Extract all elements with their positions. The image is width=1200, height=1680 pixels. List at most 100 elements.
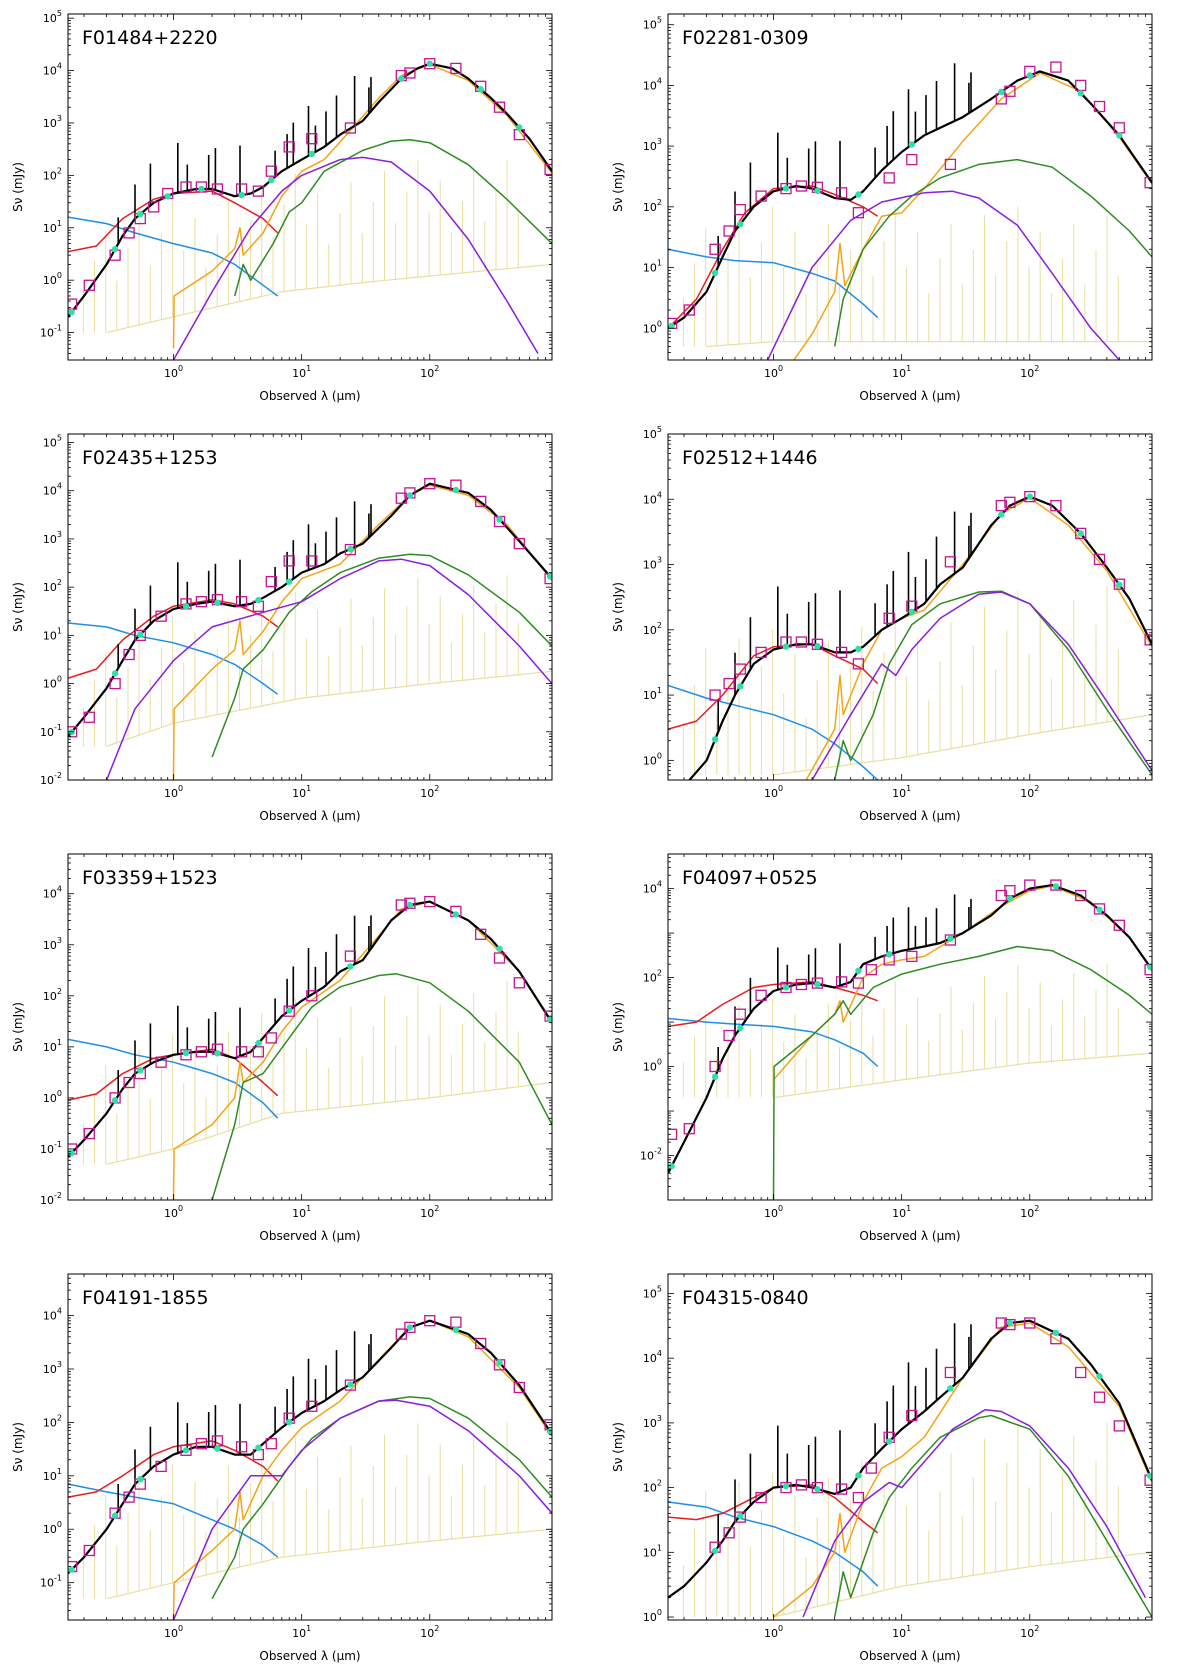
y-tick-label: 104 [643,1349,662,1365]
photometry-point [944,158,957,171]
x-tick-label: 102 [1020,1204,1039,1220]
series-line-starburst [211,1396,552,1600]
series-line-baseline [773,1551,1152,1618]
model-photometry-point [737,220,744,228]
series-line-baseline [773,714,1152,776]
photometry-point [683,1123,695,1135]
plot-area [668,490,1152,780]
panel-title: F04315-0840 [682,1287,809,1309]
model-photometry-point [198,185,205,193]
photometry-point [1050,879,1062,891]
photometry-point [1113,1420,1125,1432]
y-tick-label: 102 [643,1479,662,1495]
model-photometry-point [1096,906,1103,913]
photometry-point [852,977,865,989]
model-photometry-point [214,1445,221,1452]
sed-plot: 100 101 102 100 101 102 103 104 105 Observed λ (μ… [611,425,1153,823]
series-line-total [68,482,552,738]
sed-plot: 100 101 102 10-2 10-1 100 101 102 103 104 Observed… [11,853,553,1243]
photometry-point [513,977,525,989]
plot-frame [67,13,553,361]
photometry-point [1093,100,1106,113]
photometry-point [906,153,918,166]
y-tick-label: 104 [43,482,62,498]
series-line-total [68,900,552,1158]
model-photometry-point [1026,72,1033,79]
photometry-point [852,1491,865,1504]
photometry-point [450,62,462,75]
y-tick-label: 104 [43,1307,62,1323]
photometry-point [283,555,295,567]
y-tick-label: 102 [643,198,662,214]
y-tick-label: 102 [43,1413,62,1429]
x-tick-label: 100 [764,784,783,800]
x-tick-label: 101 [892,1204,911,1220]
photometry-point [883,172,895,184]
photometry-point [83,1127,95,1140]
photometry-point [1024,879,1036,891]
model-photometry-point [1006,895,1014,902]
model-photometry-point [182,1049,190,1057]
photometry-point [180,1444,192,1456]
panel-title: F01484+2220 [82,27,218,49]
model-photometry-point [214,1050,221,1057]
model-photometry-point [908,608,915,615]
model-photometry-point [308,150,315,158]
photometry-point [404,1321,416,1334]
model-photometry-point [255,1444,262,1451]
model-photometry-point [1146,1472,1152,1479]
photometry-point [123,648,135,661]
y-tick-label: 103 [643,556,662,572]
x-tick-label: 102 [1020,784,1039,800]
model-photometry-point [782,185,790,192]
plot-area [68,58,552,360]
model-photometry-point [668,322,675,330]
photometry-point [835,1483,848,1495]
model-photometry-point [782,643,790,650]
photometry-point [450,1316,462,1328]
series-line-agn [172,156,539,360]
y-tick-label: 102 [643,621,662,637]
x-axis-label: Observed λ (μm) [859,1649,960,1663]
photometry-point [283,141,295,153]
series-line-stellar [668,1017,879,1068]
model-photometry-point [111,245,119,253]
photometry-point [155,1460,167,1473]
photometry-point [1004,496,1016,508]
photometry-point [1113,919,1125,931]
photometry-point [180,181,192,193]
photometry-point [709,689,721,701]
model-photometry-point [68,1149,75,1157]
x-axis-label: Observed λ (μm) [259,1229,360,1243]
series-line-ism [772,885,1152,1081]
photometry-point [1004,1318,1016,1331]
photometry-point [668,1128,678,1140]
sed-panel: 100 101 102 100 101 102 103 104 105 Observed λ (μ… [600,0,1200,420]
plot-area [68,895,552,1200]
photometry-point [265,165,277,177]
series-line-starburst [772,945,1152,1200]
photometry-point [995,499,1007,512]
model-photometry-point [1006,1319,1014,1327]
photometry-point [395,899,407,911]
y-tick-label: 10-2 [40,1191,62,1207]
photometry-point [1093,553,1106,566]
photometry-point [835,646,848,659]
series-line-starburst [211,973,552,1200]
y-tick-label: 10-1 [40,1574,62,1590]
photometry-point [306,990,318,1002]
photometry-point [235,1441,248,1453]
model-photometry-point [111,670,119,677]
model-photometry-point [496,516,503,523]
photometry-point [544,163,552,176]
model-photometry-point [68,1566,75,1573]
photometry-point [344,950,357,962]
model-photometry-point [426,60,433,67]
y-axis-label: Sν (mJy) [11,1422,25,1472]
photometry-point [424,1315,436,1327]
series-line-ism [805,497,1152,780]
photometry-point [906,950,918,963]
model-photometry-point [137,631,144,638]
photometry-point [906,1409,918,1422]
